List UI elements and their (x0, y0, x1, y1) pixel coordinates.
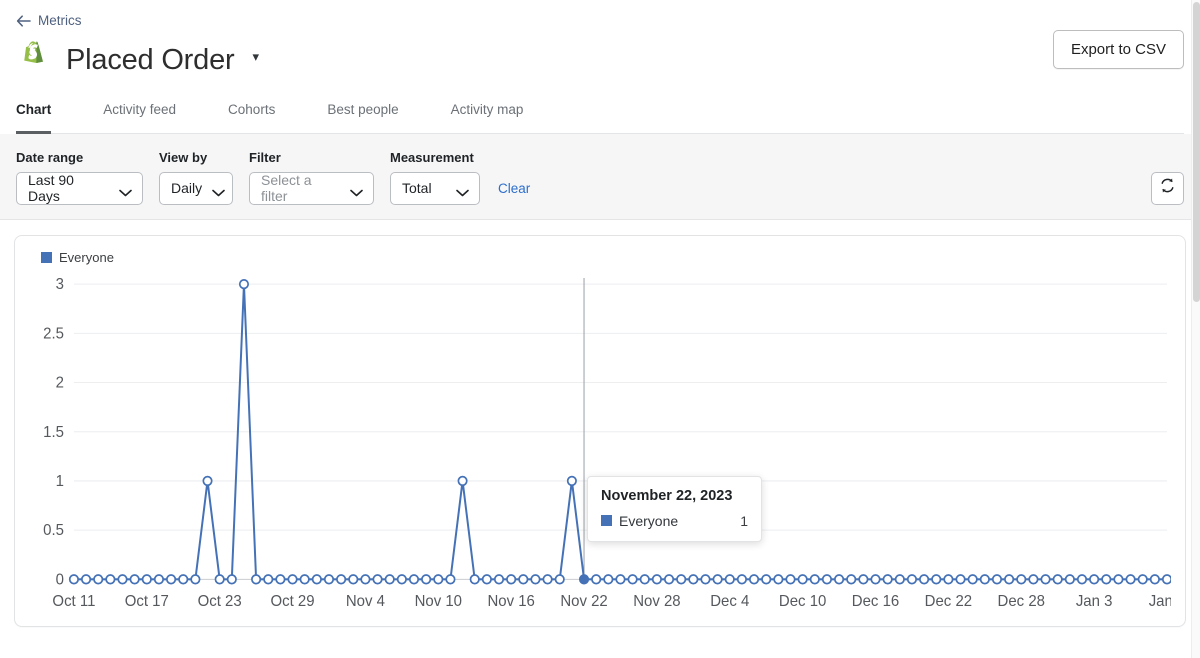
date-range-select[interactable]: Last 90 Days (16, 171, 143, 205)
page-header: Metrics Placed Order ▾ Export to CSV Cha… (0, 0, 1200, 134)
refresh-icon (1159, 177, 1176, 199)
tab-bar: Chart Activity feed Cohorts Best people … (16, 101, 1184, 134)
chart-section: Everyone 0 0.5 1 1.5 2 2.5 3 Oct 11 Oct 17 Oct 23… (0, 219, 1200, 627)
scrollbar-thumb[interactable] (1193, 2, 1200, 302)
chart-tooltip: November 22, 2023 Everyone 1 (587, 475, 762, 542)
svg-text:Nov 10: Nov 10 (415, 592, 462, 609)
filter-value: Select a filter (261, 172, 312, 205)
measurement-select[interactable]: Total (390, 171, 480, 205)
measurement-value: Total (402, 180, 432, 197)
line-chart[interactable]: 0 0.5 1 1.5 2 2.5 3 Oct 11 Oct 17 Oct 23 Oct 29 Nov… (29, 276, 1171, 618)
export-to-csv-button[interactable]: Export to CSV (1052, 30, 1184, 69)
date-range-value: Last 90 Days (28, 172, 74, 205)
svg-text:Nov 16: Nov 16 (487, 592, 534, 609)
svg-text:Nov 4: Nov 4 (346, 592, 385, 609)
clear-filters-link[interactable]: Clear (498, 180, 531, 196)
svg-text:Dec 28: Dec 28 (998, 592, 1045, 609)
chevron-down-icon (119, 184, 132, 197)
tab-best-people[interactable]: Best people (327, 102, 399, 117)
tooltip-row: Everyone 1 (601, 513, 748, 529)
date-range-field: Date range Last 90 Days (16, 150, 143, 205)
svg-text:Jan 3: Jan 3 (1076, 592, 1113, 609)
chevron-down-icon[interactable]: ▾ (252, 49, 259, 64)
measurement-label: Measurement (390, 150, 474, 165)
svg-text:Dec 22: Dec 22 (925, 592, 972, 609)
svg-text:Dec 10: Dec 10 (779, 592, 826, 609)
view-by-select[interactable]: Daily (159, 171, 233, 205)
tooltip-date: November 22, 2023 (601, 487, 733, 504)
title-row: Placed Order ▾ (16, 41, 1184, 79)
svg-text:1: 1 (56, 472, 64, 489)
chart-legend: Everyone (41, 250, 1171, 265)
filter-select[interactable]: Select a filter (249, 171, 374, 205)
svg-text:1.5: 1.5 (43, 423, 64, 440)
chart-card: Everyone 0 0.5 1 1.5 2 2.5 3 Oct 11 Oct 17 Oct 23… (14, 234, 1186, 627)
filter-label: Filter (249, 150, 281, 165)
tab-activity-map[interactable]: Activity map (450, 102, 524, 117)
measurement-field: Measurement Total (390, 150, 480, 205)
legend-swatch-everyone[interactable] (41, 251, 52, 263)
refresh-button[interactable] (1151, 171, 1184, 205)
filter-field: Filter Select a filter (249, 150, 374, 205)
svg-text:2: 2 (56, 374, 64, 391)
tab-chart[interactable]: Chart (16, 102, 52, 134)
svg-text:Dec 4: Dec 4 (710, 592, 749, 609)
chevron-down-icon (350, 184, 363, 197)
arrow-left-icon (16, 14, 31, 28)
tab-activity-feed[interactable]: Activity feed (103, 102, 177, 117)
svg-text:Jan 9: Jan 9 (1149, 592, 1171, 609)
svg-text:0: 0 (56, 571, 64, 588)
svg-text:Oct 11: Oct 11 (52, 592, 95, 609)
shopify-bag-icon (16, 41, 50, 79)
tab-cohorts[interactable]: Cohorts (228, 102, 276, 117)
back-to-metrics-link[interactable]: Metrics (16, 14, 82, 28)
tooltip-series-name: Everyone (619, 512, 679, 529)
tooltip-value: 1 (740, 512, 748, 529)
svg-text:3: 3 (56, 276, 64, 293)
chart-plot-area[interactable]: 0 0.5 1 1.5 2 2.5 3 Oct 11 Oct 17 Oct 23 Oct 29 Nov… (29, 276, 1171, 618)
page-scrollbar[interactable] (1191, 0, 1200, 658)
svg-text:Oct 23: Oct 23 (198, 592, 242, 609)
svg-text:2.5: 2.5 (43, 325, 64, 342)
view-by-value: Daily (171, 180, 203, 197)
filter-bar: Date range Last 90 Days View by Daily Fi… (0, 134, 1200, 220)
back-link-label: Metrics (38, 13, 82, 29)
legend-label-everyone: Everyone (59, 249, 114, 265)
svg-text:0.5: 0.5 (43, 522, 64, 539)
svg-text:Oct 17: Oct 17 (125, 592, 169, 609)
svg-text:Dec 16: Dec 16 (852, 592, 899, 609)
svg-text:Oct 29: Oct 29 (270, 592, 314, 609)
view-by-field: View by Daily (159, 150, 233, 205)
page-title: Placed Order (66, 43, 235, 76)
svg-text:Nov 22: Nov 22 (560, 592, 607, 609)
view-by-label: View by (159, 150, 208, 165)
date-range-label: Date range (16, 150, 84, 165)
chevron-down-icon (456, 184, 469, 197)
svg-text:Nov 28: Nov 28 (633, 592, 680, 609)
chevron-down-icon (212, 184, 225, 197)
tooltip-swatch (601, 515, 612, 527)
